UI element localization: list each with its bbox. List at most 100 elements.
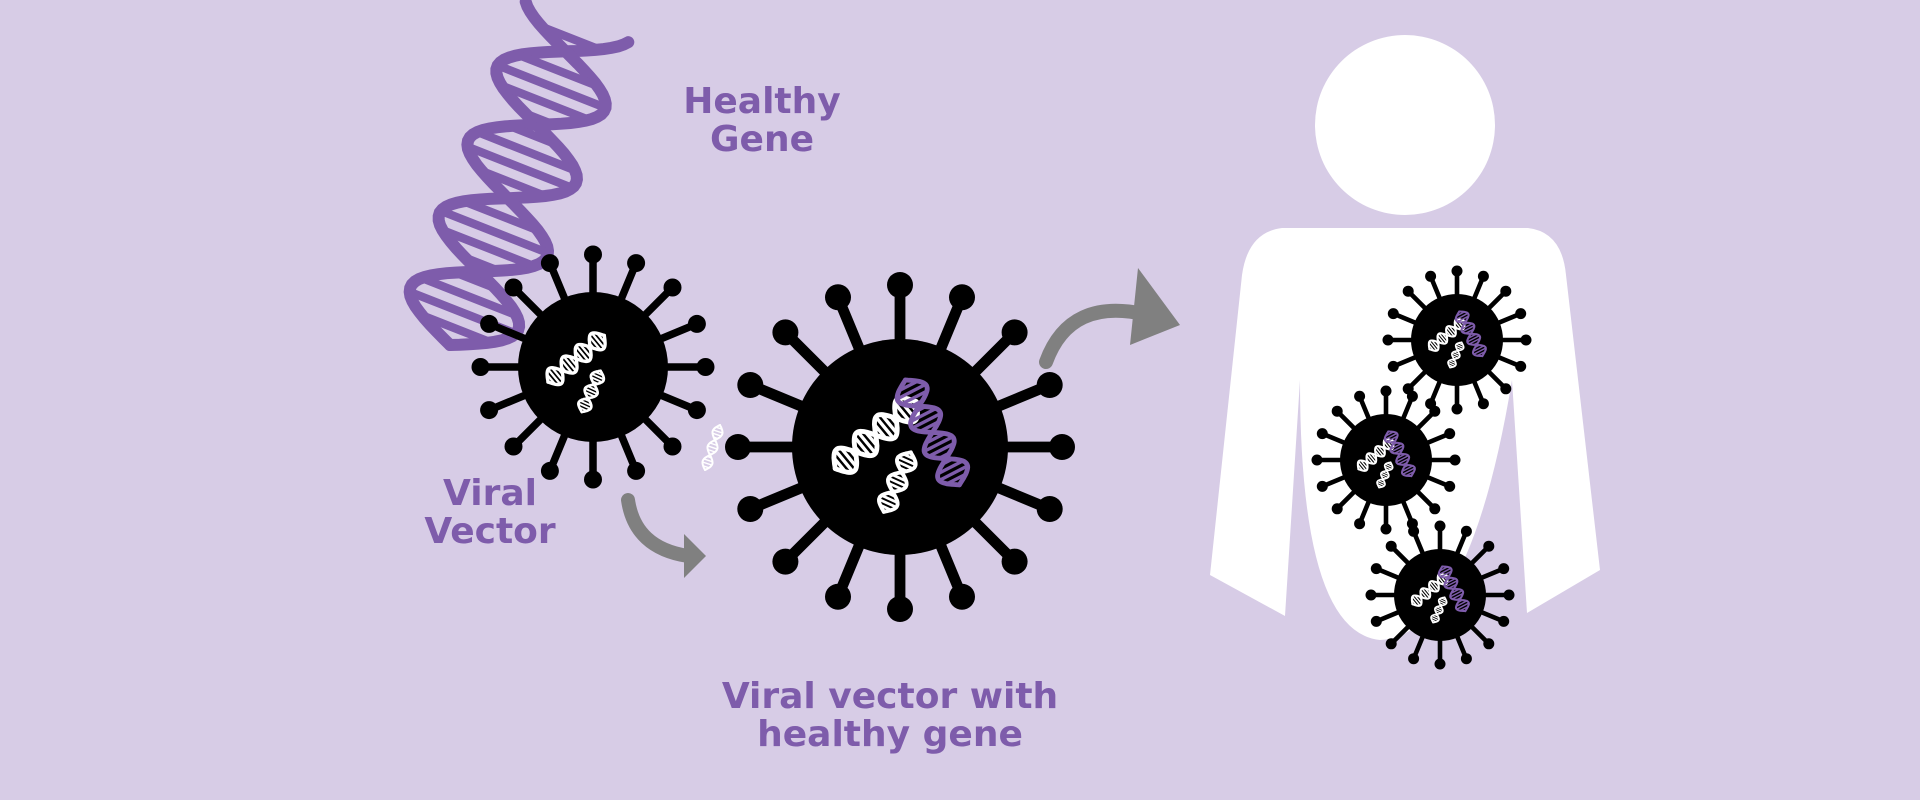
dna-rung [1444,574,1451,579]
virus-spike-tip [1354,390,1366,402]
dna-rung [1457,315,1470,323]
dna-rung [708,452,713,455]
dna-rung [715,426,723,430]
virus-spike-tip [772,319,799,346]
dna-rung [595,332,607,345]
dna-rung [893,401,913,424]
dna-rung [560,365,567,373]
dna-rung [1389,442,1403,450]
dna-rung [1454,324,1459,330]
curved-arrow-icon [1039,268,1180,369]
dna-rung [910,411,943,430]
dna-rung [1428,584,1435,593]
dna-rung [713,436,719,440]
dna-rung [1391,442,1398,446]
dna-rung [1386,462,1393,466]
virus-spike-tip [627,461,646,480]
dna-rung [1448,360,1457,365]
dna-rung [1360,459,1369,470]
virus-group [471,245,1532,670]
viral-vector-label-line1: Viral [443,473,537,514]
virus-spike-tip [584,245,602,264]
dna-rung [937,464,970,483]
virus-spike-tip [725,434,751,460]
virus-spike-tip [1049,434,1075,460]
detached-gene-fragment-icon [701,424,724,471]
dna-rung [922,435,955,454]
virus-body [1411,294,1503,386]
dna-rung [1390,439,1397,444]
dna-rung [1438,567,1452,576]
purple-dna-icon [1383,430,1416,478]
dna-rung [1462,322,1469,326]
virus-spike-tip [1434,520,1446,532]
dna-rung [900,389,929,406]
virus-spike-tip [949,583,975,610]
dna-rung [585,344,592,353]
dna-rung [918,420,941,434]
dna-rung [505,121,560,149]
dna-rung [1448,364,1454,368]
dna-rung [880,494,899,505]
dna-rung [902,452,916,461]
white-dna-icon [577,369,606,414]
dna-rung [839,446,859,469]
dna-rung [1455,345,1464,350]
dna-rung [1384,463,1394,469]
dna-rung [417,273,521,320]
virus-spike-tip [1444,428,1456,440]
white-dna-icon [1447,341,1465,369]
dna-rung [589,376,603,384]
dna-rung [910,399,925,408]
dna-rung [1431,339,1440,350]
dna-rung [1435,340,1440,346]
dna-rung [927,441,956,459]
dna-rung [1382,471,1390,476]
virus-spike-tip [1483,638,1495,650]
dna-rung [1472,347,1487,356]
combined-vector-label-line2: healthy gene [757,714,1023,755]
dna-rung [1383,444,1388,450]
dna-rung [1468,337,1481,345]
dna-rung [1449,589,1464,598]
dna-rung [1472,345,1485,353]
dna-rung [872,422,888,441]
body-virus-icon [1311,385,1461,535]
dna-rung [1377,445,1386,455]
virus-spike-tip [1429,503,1441,515]
dna-rung [588,335,602,351]
dna-rung [1451,359,1456,362]
dna-rung [1447,361,1456,367]
dna-rung [877,498,898,509]
dna-rung [1428,581,1438,593]
dna-rung [1374,446,1384,458]
dna-rung [1431,619,1437,623]
dna-rung [1452,357,1456,360]
dna-rung [1444,579,1459,588]
dna-rung [1450,588,1460,595]
dna-rung [1380,472,1390,478]
dna-rung [1381,446,1386,451]
arrow-shaft [621,493,695,563]
dna-rung [1453,351,1461,356]
dna-rung [833,448,855,474]
dna-rung [1365,454,1374,465]
arrow-shaft [1039,303,1155,369]
dna-rung [1385,470,1388,473]
virus-spike-tip [1385,540,1397,552]
healthy-gene-label: Healthy Gene [672,83,852,159]
dna-rung [1460,322,1474,330]
virus-spike-tip [887,596,913,622]
dna-rung [577,402,592,410]
virus-spike-tip [687,401,706,420]
white-dna-icon [877,450,918,514]
dna-rung [459,197,542,235]
virus-spike-tip [1451,265,1463,277]
virus-spike-tip [1498,563,1510,575]
virus-spike-tip [949,284,975,311]
dna-rung [909,406,938,424]
dna-rung [586,385,599,392]
combined-vector-label: Viral vector with healthy gene [700,678,1080,754]
combined-vector-label-line1: Viral vector with [721,676,1059,717]
